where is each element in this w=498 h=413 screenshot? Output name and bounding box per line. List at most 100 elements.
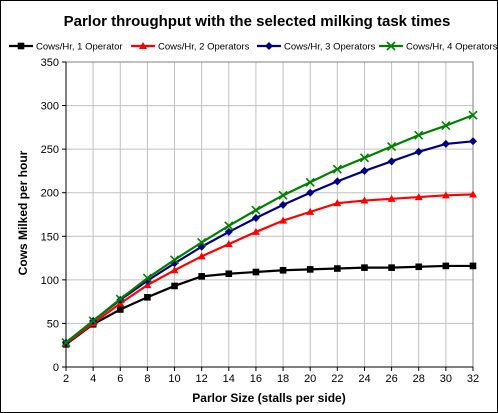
data-point — [252, 268, 260, 276]
x-tick-label: 8 — [144, 373, 150, 385]
x-tick-label: 2 — [63, 373, 69, 385]
x-tick-label: 24 — [358, 373, 370, 385]
legend-marker — [386, 41, 396, 51]
series-layer — [61, 110, 478, 348]
series-line — [65, 140, 474, 344]
data-point — [224, 240, 233, 248]
series-1 — [62, 262, 477, 348]
legend-label: Cows/Hr, 3 Operators — [284, 42, 376, 53]
data-point — [197, 252, 206, 260]
data-point — [198, 273, 205, 280]
data-point — [387, 141, 397, 152]
x-tick-label: 12 — [196, 373, 208, 385]
data-point — [441, 139, 450, 148]
series-2 — [62, 190, 477, 347]
data-point — [88, 316, 98, 326]
data-point — [387, 157, 396, 166]
data-point — [360, 166, 369, 175]
x-tick-label: 28 — [413, 373, 425, 385]
data-point — [334, 265, 341, 272]
y-tick-label: 50 — [47, 318, 59, 330]
legend-label: Cows/Hr, 4 Operators — [406, 42, 497, 53]
y-tick-label: 300 — [41, 101, 59, 113]
legend-marker — [139, 42, 147, 49]
legend-item-2: Cows/Hr, 2 Operators — [131, 42, 250, 53]
data-point — [144, 293, 151, 301]
data-point — [333, 199, 342, 207]
series-3 — [62, 137, 477, 347]
legend: Cows/Hr, 1 Operator Cows/Hr, 2 Operators C… — [9, 41, 497, 53]
y-tick-label: 0 — [53, 362, 59, 374]
data-point — [115, 294, 125, 304]
data-point — [225, 270, 233, 278]
y-tick-label: 100 — [41, 275, 59, 287]
data-point — [197, 237, 207, 247]
data-point — [469, 137, 477, 146]
data-point — [388, 264, 395, 271]
data-point — [251, 213, 260, 222]
x-tick-label: 22 — [331, 373, 343, 385]
data-point — [332, 164, 342, 174]
data-point — [251, 227, 260, 235]
data-point — [279, 266, 287, 274]
legend-item-1: Cows/Hr, 1 Operator — [9, 42, 123, 53]
data-point — [279, 216, 288, 224]
series-line — [65, 193, 474, 345]
x-tick-label: 16 — [250, 373, 262, 385]
data-point — [361, 264, 368, 271]
data-point — [414, 130, 424, 140]
data-point — [279, 200, 288, 209]
x-tick-label: 32 — [467, 373, 479, 385]
data-point — [306, 188, 315, 197]
data-point — [469, 262, 477, 270]
data-point — [116, 306, 124, 313]
chart-title: Parlor throughput with the selected milk… — [64, 13, 451, 30]
y-tick-label: 150 — [41, 231, 59, 243]
data-point — [224, 227, 233, 236]
legend-item-3: Cows/Hr, 3 Operators — [257, 42, 376, 53]
x-tick-label: 6 — [117, 373, 123, 385]
legend-marker — [265, 42, 273, 50]
data-point — [468, 110, 478, 120]
data-point — [306, 207, 315, 215]
y-tick-label: 200 — [41, 188, 59, 200]
series-line — [65, 264, 473, 346]
y-axis-label: Cows Milked per hour — [16, 150, 30, 275]
plot-area-border — [65, 61, 474, 368]
data-point — [441, 191, 450, 199]
data-point — [414, 193, 423, 201]
x-tick-label: 14 — [223, 373, 235, 385]
grid — [65, 61, 474, 368]
data-point — [441, 121, 451, 131]
data-point — [442, 262, 450, 270]
legend-marker — [17, 42, 25, 50]
legend-label: Cows/Hr, 1 Operator — [36, 42, 123, 53]
y-tick-label: 350 — [41, 57, 59, 69]
data-point — [414, 147, 423, 156]
x-tick-label: 30 — [440, 373, 452, 385]
x-axis-label: Parlor Size (stalls per side) — [192, 391, 345, 405]
x-tick-label: 20 — [304, 373, 316, 385]
legend-label: Cows/Hr, 2 Operators — [158, 42, 250, 53]
data-point — [169, 255, 180, 265]
data-point — [415, 263, 423, 271]
data-point — [224, 221, 234, 231]
data-point — [469, 190, 477, 198]
x-tick-label: 10 — [168, 373, 180, 385]
y-tick-label: 250 — [41, 144, 59, 156]
x-tick-label: 18 — [277, 373, 289, 385]
data-point — [142, 273, 152, 283]
series-line — [65, 114, 474, 344]
data-point — [171, 282, 178, 290]
data-point — [360, 196, 369, 204]
data-point — [251, 205, 261, 215]
data-point — [306, 266, 314, 273]
x-tick-label: 26 — [385, 373, 397, 385]
data-point — [61, 338, 71, 348]
data-point — [278, 190, 288, 200]
series-4 — [61, 110, 478, 348]
legend-item-4: Cows/Hr, 4 Operators — [379, 41, 497, 53]
